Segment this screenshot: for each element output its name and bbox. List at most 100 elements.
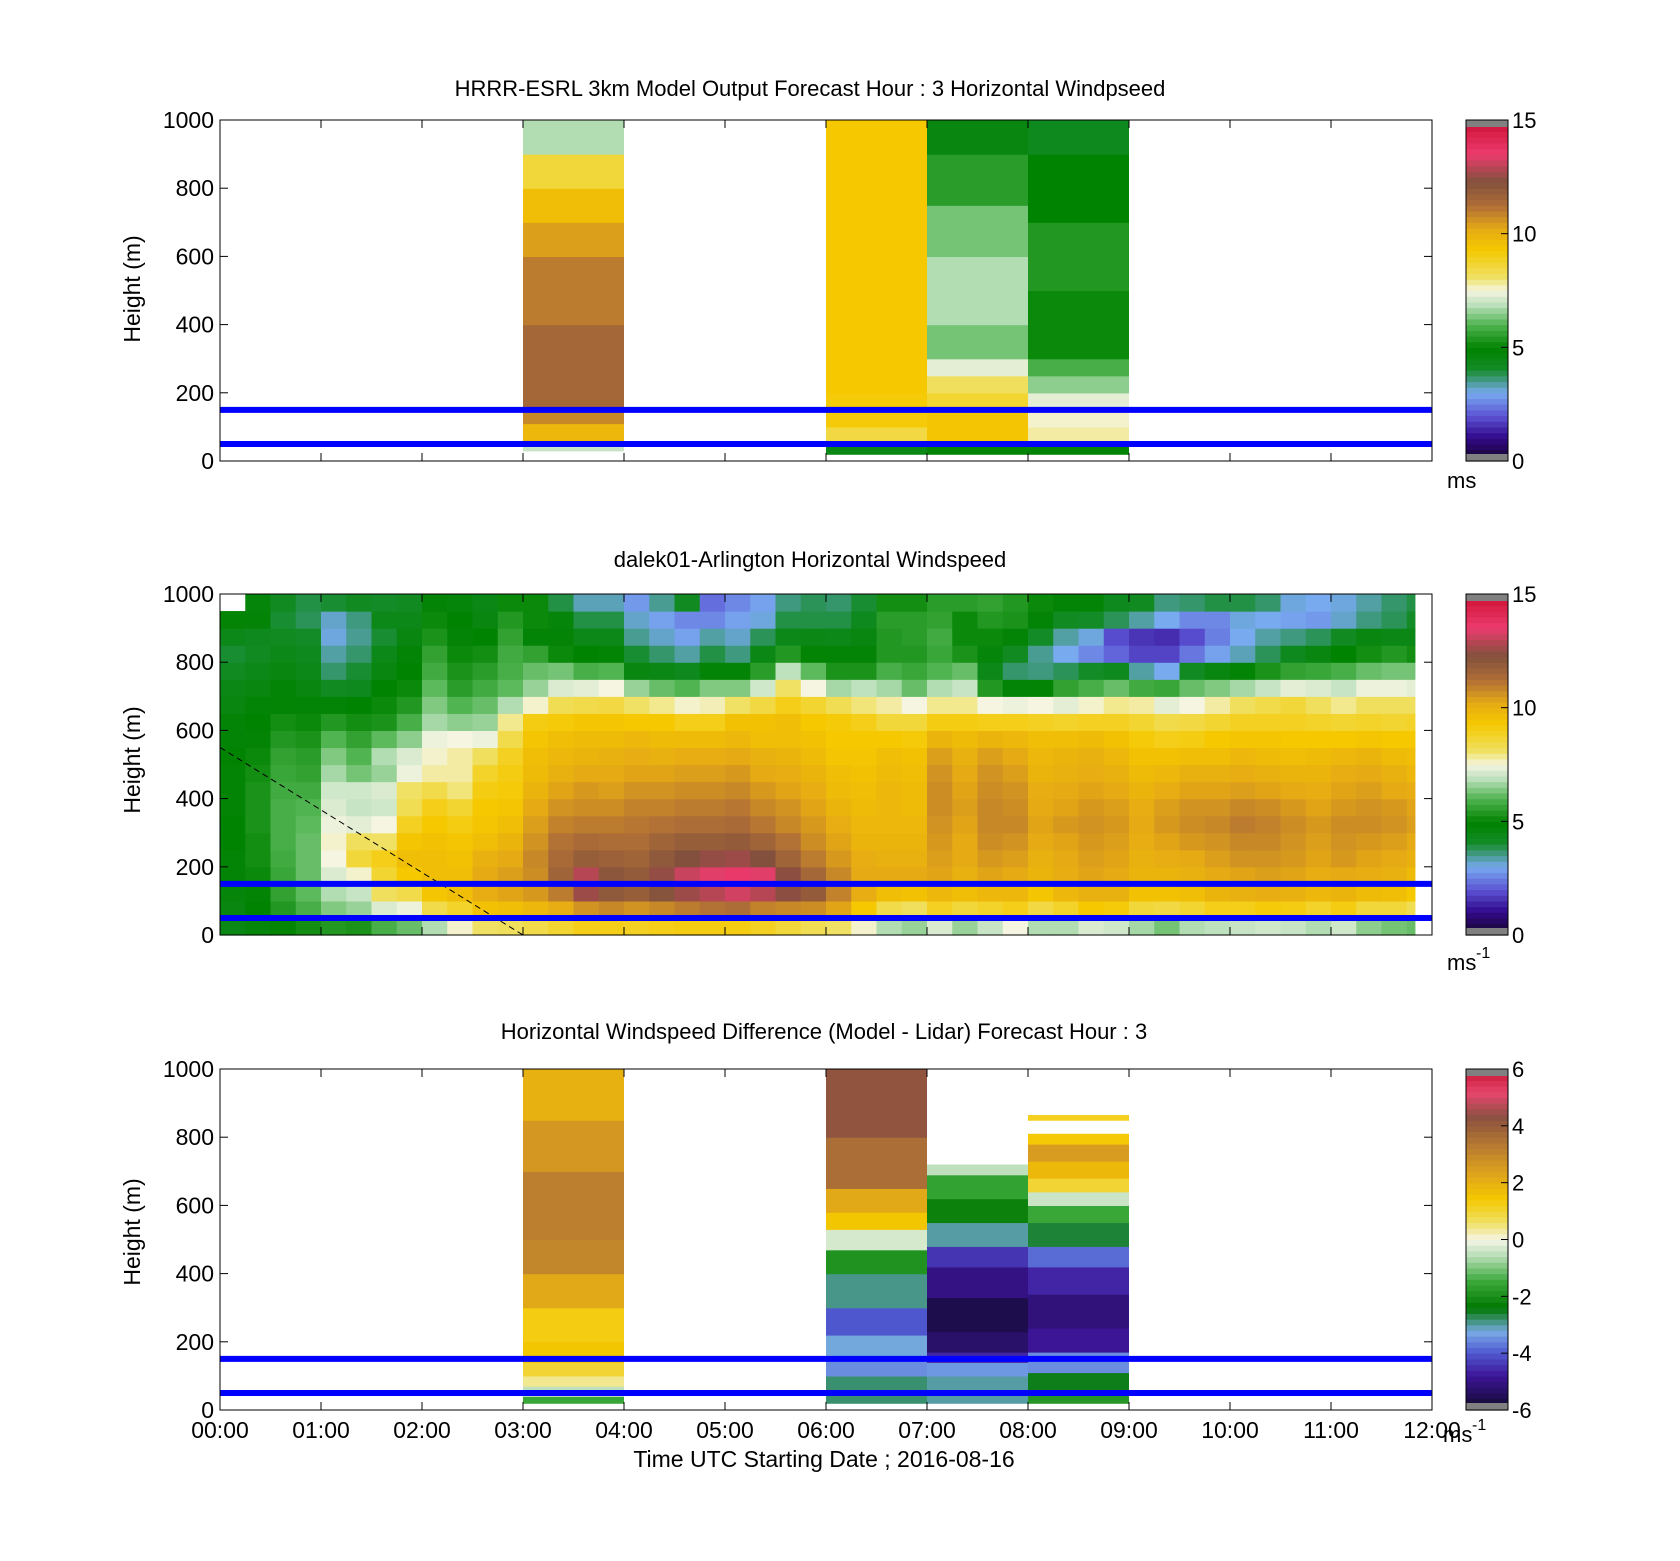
colorbar-swatch xyxy=(1466,1307,1508,1314)
heatmap-cell xyxy=(1305,747,1332,766)
heatmap-cell xyxy=(1406,730,1416,749)
heatmap-cell xyxy=(1154,628,1181,646)
heatmap-cell xyxy=(699,662,726,680)
heatmap-cell xyxy=(1331,798,1357,817)
heatmap-cell xyxy=(497,798,524,817)
colorbar-swatch xyxy=(1466,696,1508,703)
heatmap-cell xyxy=(371,781,398,800)
colorbar-swatch xyxy=(1466,279,1508,286)
colorbar-swatch xyxy=(1466,171,1508,178)
heatmap-cell xyxy=(750,730,777,749)
heatmap-cell xyxy=(472,645,499,663)
heatmap-cell xyxy=(1179,883,1206,902)
heatmap-cell xyxy=(422,679,448,697)
heatmap-cell xyxy=(1028,375,1129,394)
colorbar-swatch xyxy=(1466,227,1508,235)
heatmap-cell xyxy=(220,645,246,663)
heatmap-cell xyxy=(497,628,524,646)
colorbar-swatch xyxy=(1466,1120,1508,1127)
heatmap-cell xyxy=(396,645,423,663)
heatmap-cell xyxy=(497,696,524,714)
heatmap-cell xyxy=(447,662,474,680)
heatmap-cell xyxy=(1230,849,1256,868)
y-tick-label: 400 xyxy=(176,1261,214,1287)
heatmap-cell xyxy=(876,628,903,646)
heatmap-cell xyxy=(699,798,726,817)
heatmap-cell xyxy=(346,679,373,697)
heatmap-cell xyxy=(396,696,423,714)
colorbar-swatch xyxy=(1466,1182,1508,1189)
heatmap-cell xyxy=(321,883,347,902)
heatmap-cell xyxy=(927,798,953,817)
colorbar-swatch xyxy=(1466,199,1508,206)
heatmap-cell xyxy=(826,426,927,445)
heatmap-cell xyxy=(1154,764,1181,783)
heatmap-cell xyxy=(851,696,878,714)
colorbar-swatch xyxy=(1466,628,1508,635)
heatmap-cell xyxy=(1053,679,1080,697)
heatmap-cell xyxy=(1053,696,1080,714)
colorbar-swatch xyxy=(1466,1381,1508,1388)
heatmap-cell xyxy=(1028,154,1129,223)
heatmap-cell xyxy=(548,713,575,731)
heatmap-cell xyxy=(952,849,979,868)
heatmap-cell xyxy=(725,781,751,800)
heatmap-cell xyxy=(245,611,272,629)
heatmap-cell xyxy=(1204,662,1231,680)
heatmap-cell xyxy=(876,645,903,663)
heatmap-cell xyxy=(674,815,701,834)
heatmap-cell xyxy=(977,798,1004,817)
heatmap-cell xyxy=(1103,866,1130,885)
heatmap-cell xyxy=(321,832,347,851)
heatmap-cell xyxy=(876,747,903,766)
heatmap-cell xyxy=(1103,815,1130,834)
heatmap-cell xyxy=(826,798,852,817)
colorbar-frame xyxy=(1465,119,1509,462)
heatmap-cell xyxy=(1305,883,1332,902)
heatmap-cell xyxy=(624,662,650,680)
heatmap-cell xyxy=(1154,815,1181,834)
heatmap-cell xyxy=(649,730,676,749)
colorbar-swatch xyxy=(1466,667,1508,675)
heatmap-cell xyxy=(346,866,373,885)
heatmap-cell xyxy=(800,849,827,868)
heatmap-cell xyxy=(699,696,726,714)
heatmap-cell xyxy=(472,798,499,817)
heatmap-cell xyxy=(1103,849,1130,868)
heatmap-cell xyxy=(1103,713,1130,731)
panel-difference-colorbar-unit-sup: -1 xyxy=(1472,1417,1486,1434)
heatmap-cell xyxy=(750,781,777,800)
colorbar-swatch xyxy=(1466,154,1508,161)
heatmap-cell xyxy=(725,832,751,851)
heatmap-cell xyxy=(220,628,246,646)
heatmap-cell xyxy=(750,713,777,731)
heatmap-cell xyxy=(1002,883,1029,902)
colorbar-tick-label: 6 xyxy=(1512,1057,1524,1082)
heatmap-cell xyxy=(1028,1161,1129,1179)
heatmap-cell xyxy=(1103,679,1130,697)
heatmap-cell xyxy=(775,628,802,646)
heatmap-cell xyxy=(1028,1191,1129,1206)
heatmap-cell xyxy=(876,883,903,902)
heatmap-cell xyxy=(952,781,979,800)
heatmap-cell xyxy=(1179,662,1206,680)
heatmap-cell xyxy=(1356,713,1383,731)
heatmap-cell xyxy=(1179,815,1206,834)
heatmap-cell xyxy=(1002,832,1029,851)
heatmap-cell xyxy=(1078,764,1105,783)
heatmap-cell xyxy=(523,696,549,714)
heatmap-cell xyxy=(725,849,751,868)
heatmap-cell xyxy=(422,713,448,731)
heatmap-cell xyxy=(674,764,701,783)
heatmap-cell xyxy=(1053,917,1080,936)
heatmap-cell xyxy=(346,849,373,868)
heatmap-cell xyxy=(472,866,499,885)
colorbar-swatch xyxy=(1466,1239,1508,1246)
heatmap-cell xyxy=(1204,764,1231,783)
heatmap-cell xyxy=(422,662,448,680)
heatmap-cell xyxy=(624,764,650,783)
heatmap-cell xyxy=(800,747,827,766)
heatmap-cell xyxy=(1331,679,1357,697)
heatmap-cell xyxy=(1381,883,1408,902)
heatmap-cell xyxy=(1154,747,1181,766)
